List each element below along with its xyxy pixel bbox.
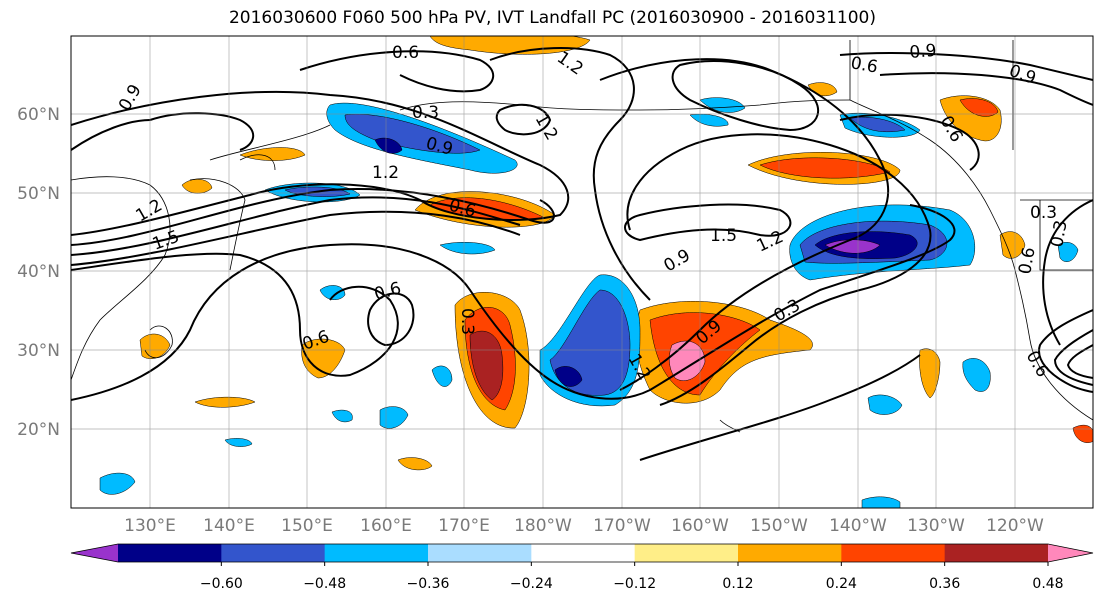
colorbar-swatch — [428, 544, 532, 562]
lon-label: 140°W — [829, 516, 887, 536]
lon-label: 130°E — [124, 516, 176, 536]
colorbar-swatch — [221, 544, 326, 562]
colorbar-extend-max — [1048, 544, 1093, 562]
colorbar-tick-label: −0.48 — [303, 576, 346, 592]
colorbar-swatch — [118, 544, 222, 562]
contour-label: 1.2 — [531, 111, 562, 144]
lon-label: 160°E — [360, 516, 412, 536]
colorbar: −0.60 −0.48 −0.36 −0.24 −0.12 0.12 0.24 0.36 0.4… — [70, 543, 1094, 592]
lat-label: 40°N — [17, 262, 60, 282]
contour-label: 0.9 — [661, 245, 694, 276]
colorbar-extend-min — [71, 544, 118, 562]
contour-label: 0.3 — [457, 308, 477, 335]
lat-label: 20°N — [17, 420, 60, 440]
gridlines — [71, 36, 1093, 508]
contour-label: 0.6 — [372, 279, 403, 305]
contour-label: 1.5 — [710, 226, 737, 246]
colorbar-outline — [70, 543, 1094, 563]
longitude-labels: 130°E 140°E 150°E 160°E 170°E 180°W 170°W 160°W… — [124, 516, 1044, 536]
colorbar-swatch — [944, 544, 1049, 562]
lon-label: 150°W — [750, 516, 808, 536]
coastlines — [71, 40, 1093, 433]
colorbar-swatch — [841, 544, 946, 562]
lon-label: 120°W — [986, 516, 1044, 536]
contour-label: 0.6 — [1015, 246, 1039, 276]
colorbar-tick-label: 0.48 — [1032, 576, 1063, 592]
contour-label: 0.3 — [1047, 219, 1071, 249]
colorbar-tick-label: −0.36 — [407, 576, 450, 592]
colorbar-tick-label: 0.12 — [722, 576, 753, 592]
colorbar-swatch — [531, 544, 636, 562]
contour-label: 0.9 — [115, 81, 146, 114]
colorbar-tick-label: −0.60 — [200, 576, 243, 592]
contour-label: 0.6 — [849, 53, 879, 77]
lat-label: 60°N — [17, 105, 60, 125]
contour-label: 1.2 — [754, 227, 787, 257]
colorbar-tick-label: −0.24 — [510, 576, 553, 592]
lat-label: 50°N — [17, 184, 60, 204]
contour-label: 0.9 — [909, 41, 938, 63]
colorbar-swatch — [738, 544, 842, 562]
colorbar-tick-label: 0.36 — [929, 576, 960, 592]
contour-label: 1.2 — [372, 163, 399, 183]
colorbar-swatch — [634, 544, 739, 562]
map-title: 2016030600 F060 500 hPa PV, IVT Landfall… — [228, 8, 876, 28]
lon-label: 170°W — [593, 516, 651, 536]
lon-label: 160°W — [671, 516, 729, 536]
latitude-labels: 60°N 50°N 40°N 30°N 20°N — [17, 105, 60, 440]
lon-label: 170°E — [438, 516, 490, 536]
lon-label: 140°E — [203, 516, 255, 536]
colorbar-tick-label: −0.12 — [613, 576, 656, 592]
map-frame — [70, 35, 1094, 509]
contour-label: 1.2 — [133, 195, 166, 226]
lon-label: 150°E — [281, 516, 333, 536]
colorbar-tick-label: 0.24 — [826, 576, 857, 592]
colorbar-swatch — [324, 544, 429, 562]
contour-label: 0.3 — [412, 103, 439, 123]
lon-label: 130°W — [907, 516, 965, 536]
shaded-anomalies — [99, 36, 1093, 508]
lat-label: 30°N — [17, 341, 60, 361]
lon-label: 180°W — [514, 516, 572, 536]
contour-label: 0.3 — [1030, 203, 1057, 223]
pv-contours — [71, 47, 1093, 461]
contour-label: 0.6 — [392, 43, 419, 63]
contour-label: 0.6 — [1022, 348, 1053, 381]
